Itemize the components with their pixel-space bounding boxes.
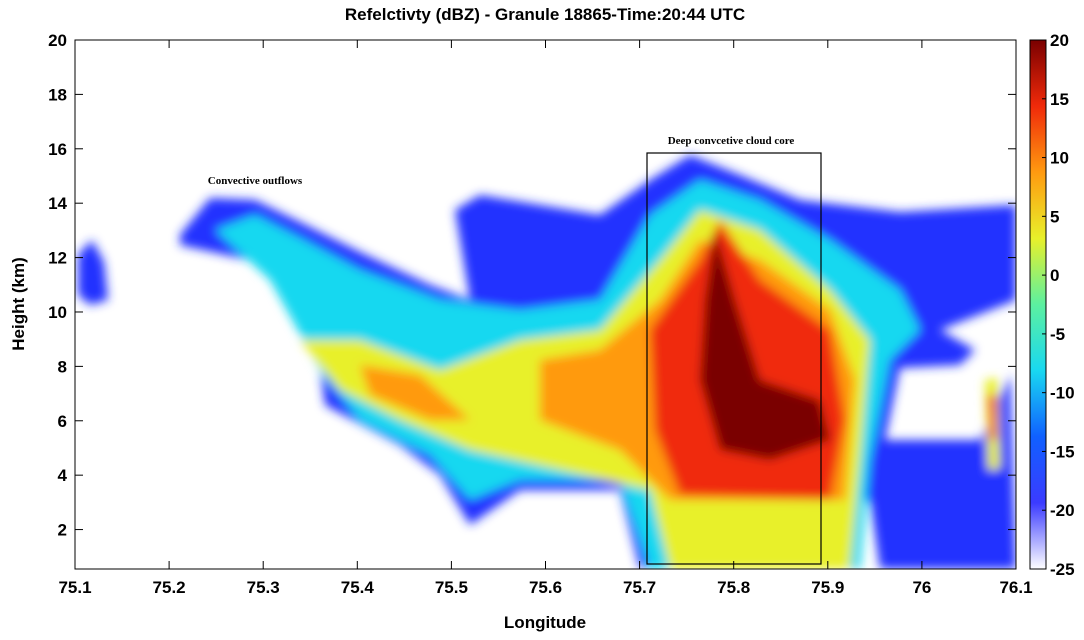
chart-title: Refelctivty (dBZ) - Granule 18865-Time:2… <box>345 5 745 24</box>
colorbar <box>1029 39 1047 570</box>
y-tick-label: 6 <box>58 412 67 431</box>
x-tick-label: 75.8 <box>717 578 750 597</box>
x-tick-label: 76.1 <box>999 578 1032 597</box>
y-tick-label: 18 <box>48 85 67 104</box>
x-tick-label: 75.3 <box>247 578 280 597</box>
x-tick-label: 75.2 <box>153 578 186 597</box>
annotation: Deep convcetive cloud core <box>668 135 795 147</box>
y-tick-label: 10 <box>48 303 67 322</box>
colorbar-tick-label: -10 <box>1050 384 1075 403</box>
colorbar-tick-label: 0 <box>1050 266 1059 285</box>
x-tick-label: 75.6 <box>529 578 562 597</box>
y-tick-label: 2 <box>58 521 67 540</box>
colorbar-tick-label: 5 <box>1050 207 1059 226</box>
y-tick-label: 8 <box>58 357 67 376</box>
y-tick-label: 20 <box>48 31 67 50</box>
x-tick-label: 75.7 <box>623 578 656 597</box>
annotation: Convective outflows <box>208 175 303 187</box>
colorbar-tick-label: 10 <box>1050 149 1069 168</box>
x-tick-label: 75.1 <box>58 578 91 597</box>
x-tick-label: 75.5 <box>435 578 468 597</box>
y-tick-label: 16 <box>48 140 67 159</box>
colorbar-tick-label: -25 <box>1050 560 1075 579</box>
x-tick-label: 76 <box>912 578 931 597</box>
x-axis-label: Longitude <box>504 613 586 632</box>
colorbar-tick-label: -20 <box>1050 501 1075 520</box>
colorbar-tick-label: -5 <box>1050 325 1065 344</box>
x-tick-label: 75.9 <box>811 578 844 597</box>
reflectivity-field <box>78 155 1016 569</box>
y-tick-label: 12 <box>48 249 67 268</box>
y-axis-label: Height (km) <box>9 257 28 351</box>
x-tick-label: 75.4 <box>341 578 375 597</box>
colorbar-tick-label: -15 <box>1050 442 1075 461</box>
y-tick-label: 14 <box>48 194 67 213</box>
y-tick-label: 4 <box>58 466 68 485</box>
colorbar-tick-label: 20 <box>1050 31 1069 50</box>
colorbar-tick-label: 15 <box>1050 90 1069 109</box>
